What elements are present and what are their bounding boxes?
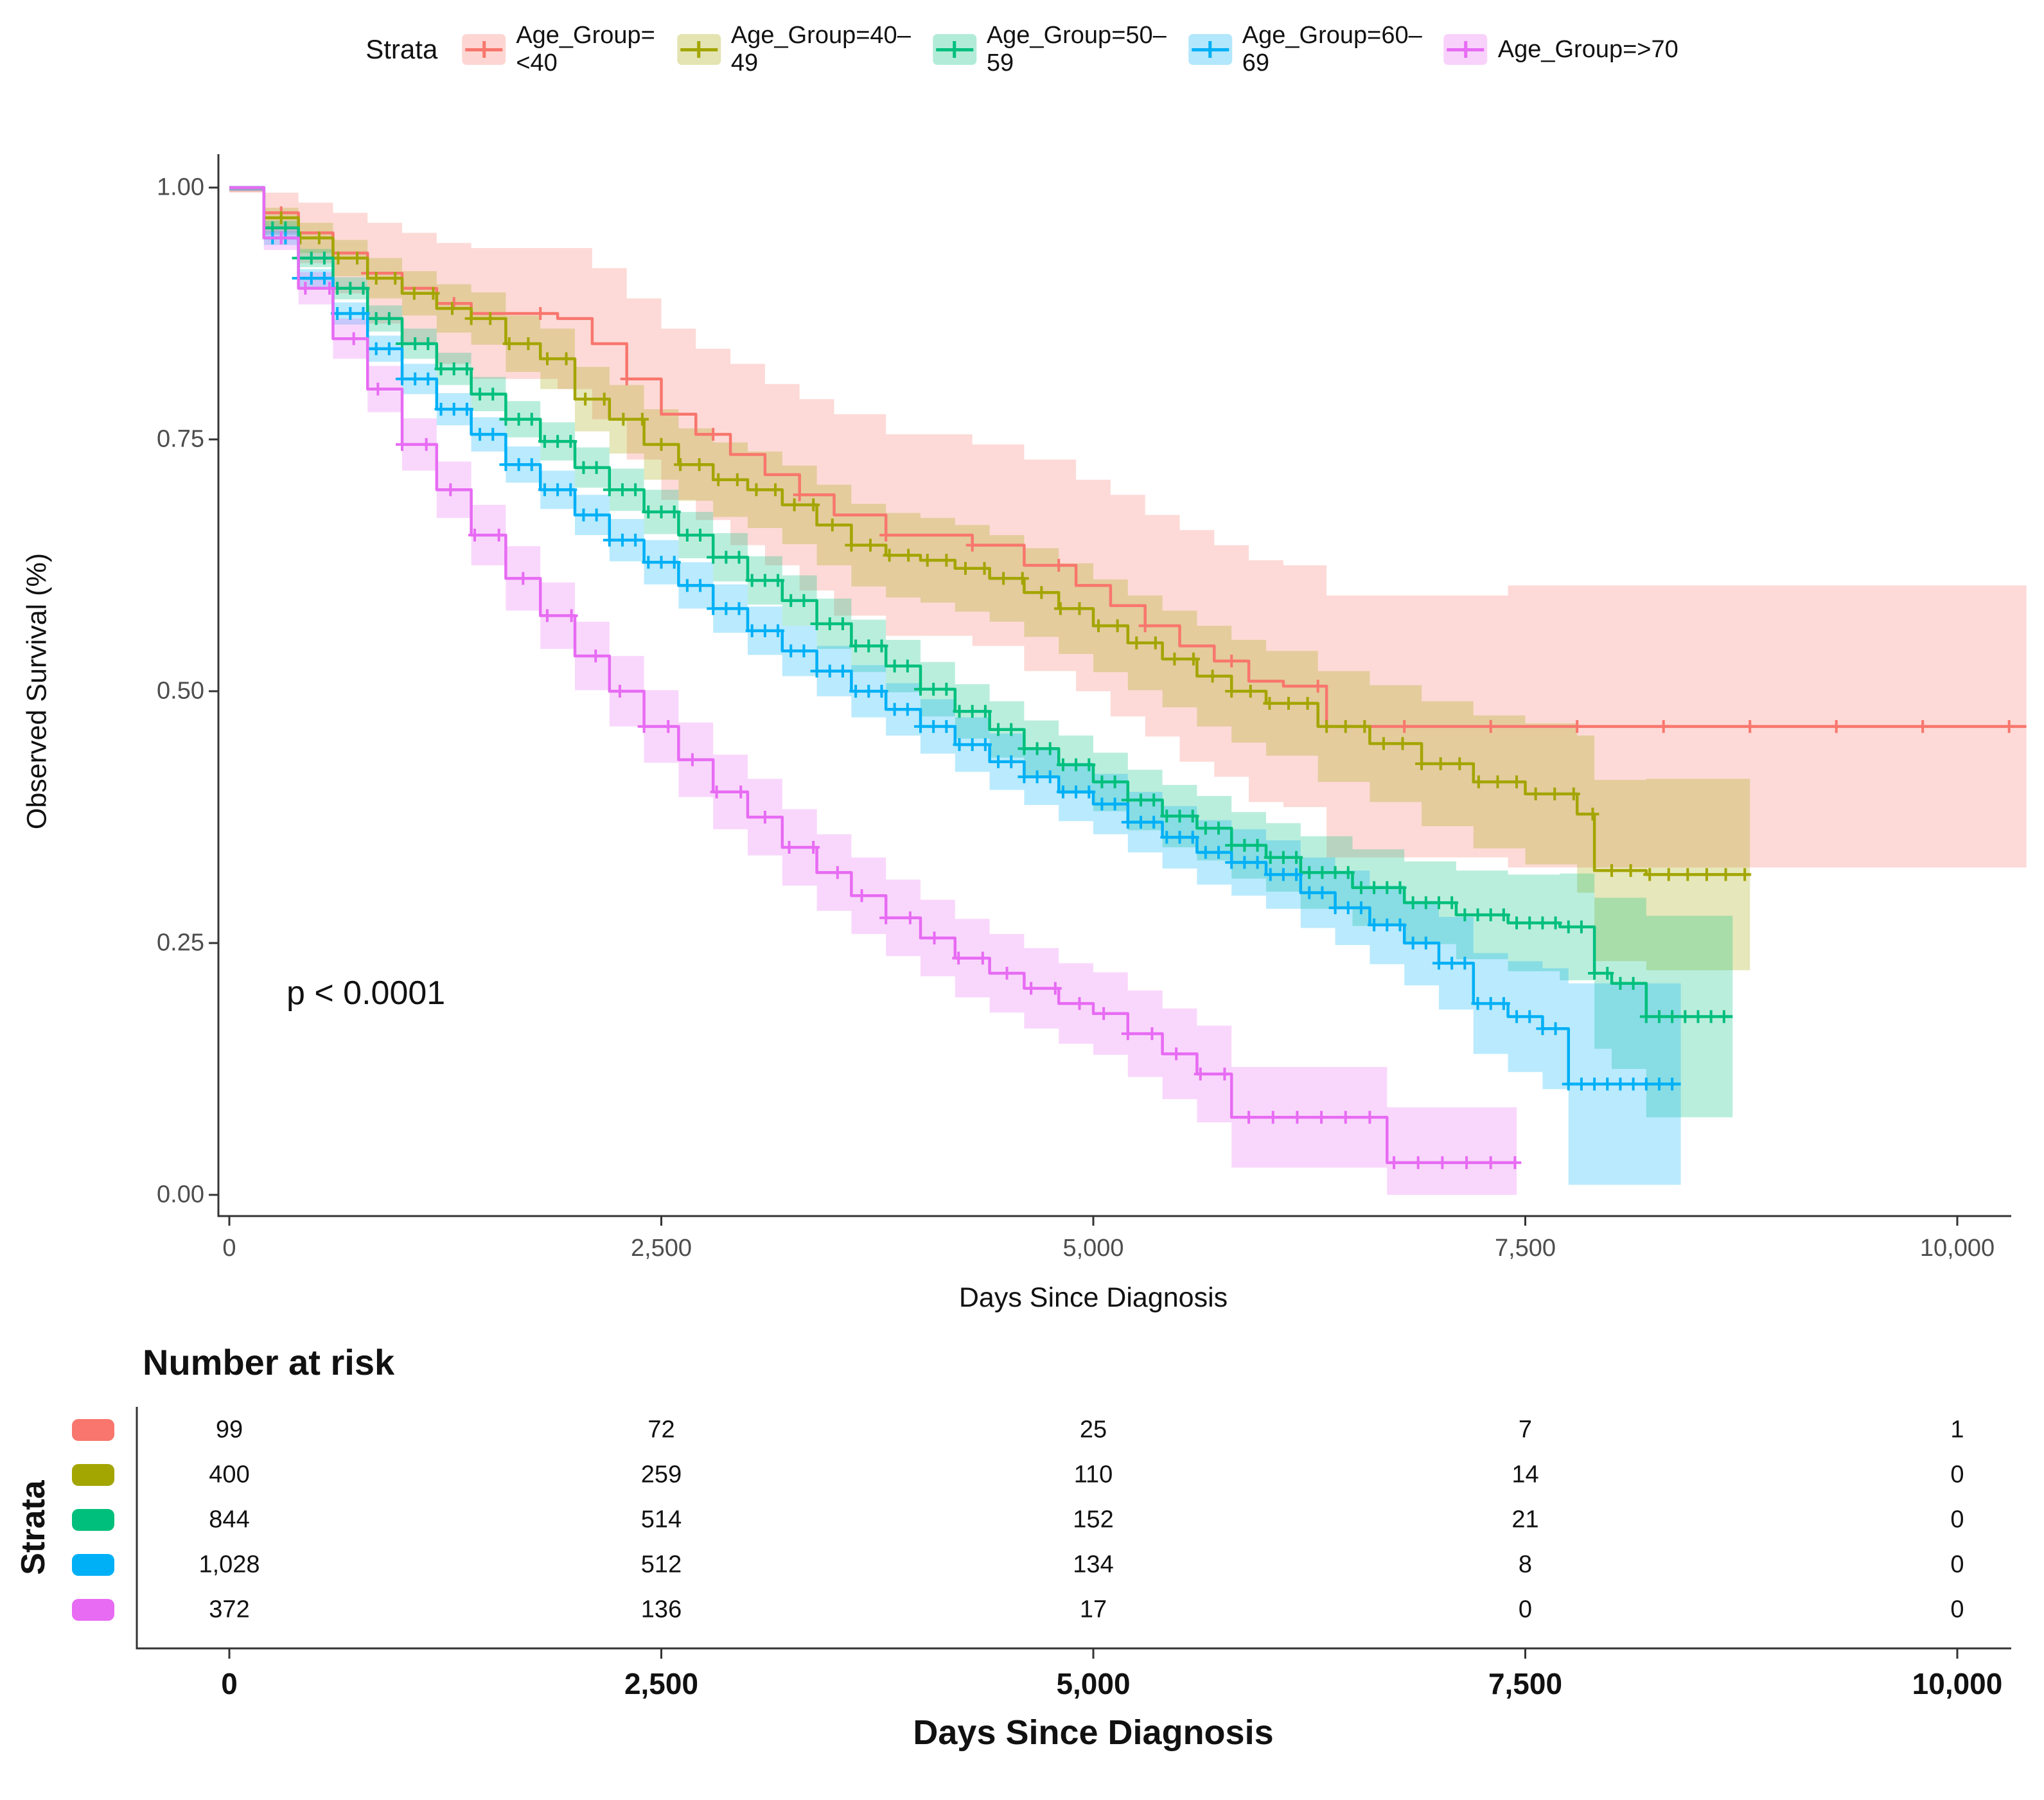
- y-tick-label: 0.50: [157, 677, 204, 705]
- risk-count: 514: [640, 1506, 682, 1533]
- risk-count: 21: [1511, 1506, 1539, 1533]
- risk-count: 72: [648, 1416, 675, 1443]
- legend-item: Age_Group=50–59: [932, 22, 1167, 77]
- x-tick-label: 7,500: [1494, 1235, 1556, 1262]
- risk-count: 17: [1079, 1596, 1107, 1623]
- risk-count: 372: [209, 1596, 250, 1623]
- risk-table-title: Number at risk: [143, 1342, 395, 1382]
- x-tick-label: 5,000: [1062, 1235, 1124, 1262]
- legend-key-icon: [462, 34, 506, 65]
- risk-count: 512: [640, 1551, 682, 1578]
- risk-count: 844: [209, 1506, 250, 1533]
- legend-item: Age_Group=>70: [1443, 34, 1678, 65]
- risk-row-key-icon: [72, 1509, 114, 1531]
- legend-key-icon: [676, 34, 721, 65]
- risk-count: 1,028: [198, 1551, 260, 1578]
- risk-count: 136: [640, 1596, 682, 1623]
- risk-count: 0: [1950, 1551, 1964, 1578]
- risk-count: 0: [1950, 1596, 1964, 1623]
- legend: Strata Age_Group=<40 Age_Group=40–49 Age…: [366, 22, 1678, 77]
- legend-label: Age_Group=40–49: [730, 22, 911, 76]
- risk-strata-axis-label: Strata: [15, 1480, 52, 1575]
- legend-label: Age_Group=<40: [516, 22, 655, 76]
- risk-x-tick-label: 2,500: [624, 1667, 699, 1700]
- legend-key-icon: [1188, 34, 1232, 65]
- legend-title: Strata: [366, 34, 438, 64]
- x-tick-label: 2,500: [630, 1235, 692, 1262]
- risk-x-axis-title: Days Since Diagnosis: [913, 1713, 1274, 1752]
- risk-x-tick-label: 5,000: [1056, 1667, 1131, 1700]
- risk-count: 7: [1518, 1416, 1533, 1443]
- legend-label: Age_Group=50–59: [986, 22, 1167, 76]
- risk-count: 14: [1511, 1461, 1539, 1488]
- legend-key-icon: [932, 34, 976, 65]
- y-tick-label: 0.25: [157, 929, 204, 957]
- risk-count: 134: [1073, 1551, 1114, 1578]
- legend-item: Age_Group=60–69: [1188, 22, 1422, 77]
- risk-row-key-icon: [72, 1554, 114, 1576]
- risk-x-tick-label: 0: [221, 1667, 238, 1700]
- risk-x-tick-label: 10,000: [1912, 1667, 2003, 1700]
- x-tick-label: 10,000: [1919, 1235, 1995, 1262]
- risk-count: 1: [1950, 1416, 1964, 1443]
- risk-count: 0: [1950, 1461, 1964, 1488]
- risk-count: 152: [1073, 1506, 1114, 1533]
- y-tick-label: 1.00: [157, 173, 204, 201]
- y-axis-title: Observed Survival (%): [21, 552, 53, 830]
- legend-item: Age_Group=40–49: [676, 22, 911, 77]
- legend-label: Age_Group=60–69: [1242, 22, 1422, 76]
- x-tick-label: 0: [222, 1235, 236, 1262]
- risk-row-key-icon: [72, 1599, 114, 1621]
- risk-x-tick-label: 7,500: [1488, 1667, 1563, 1700]
- p-value: p < 0.0001: [286, 975, 446, 1012]
- x-axis-title: Days Since Diagnosis: [958, 1282, 1228, 1313]
- legend-label: Age_Group=>70: [1497, 35, 1678, 63]
- y-tick-label: 0.00: [157, 1181, 204, 1208]
- risk-count: 0: [1518, 1596, 1533, 1623]
- risk-count: 99: [215, 1416, 243, 1443]
- risk-row-key-icon: [72, 1464, 114, 1486]
- legend-item: Age_Group=<40: [462, 22, 655, 77]
- risk-count: 400: [209, 1461, 250, 1488]
- risk-row-key-icon: [72, 1419, 114, 1441]
- risk-count: 8: [1518, 1551, 1533, 1578]
- risk-count: 0: [1950, 1506, 1964, 1533]
- legend-key-icon: [1443, 34, 1488, 65]
- risk-count: 110: [1073, 1461, 1113, 1488]
- y-tick-label: 0.75: [157, 425, 204, 453]
- risk-count: 25: [1079, 1416, 1107, 1443]
- risk-count: 259: [640, 1461, 682, 1488]
